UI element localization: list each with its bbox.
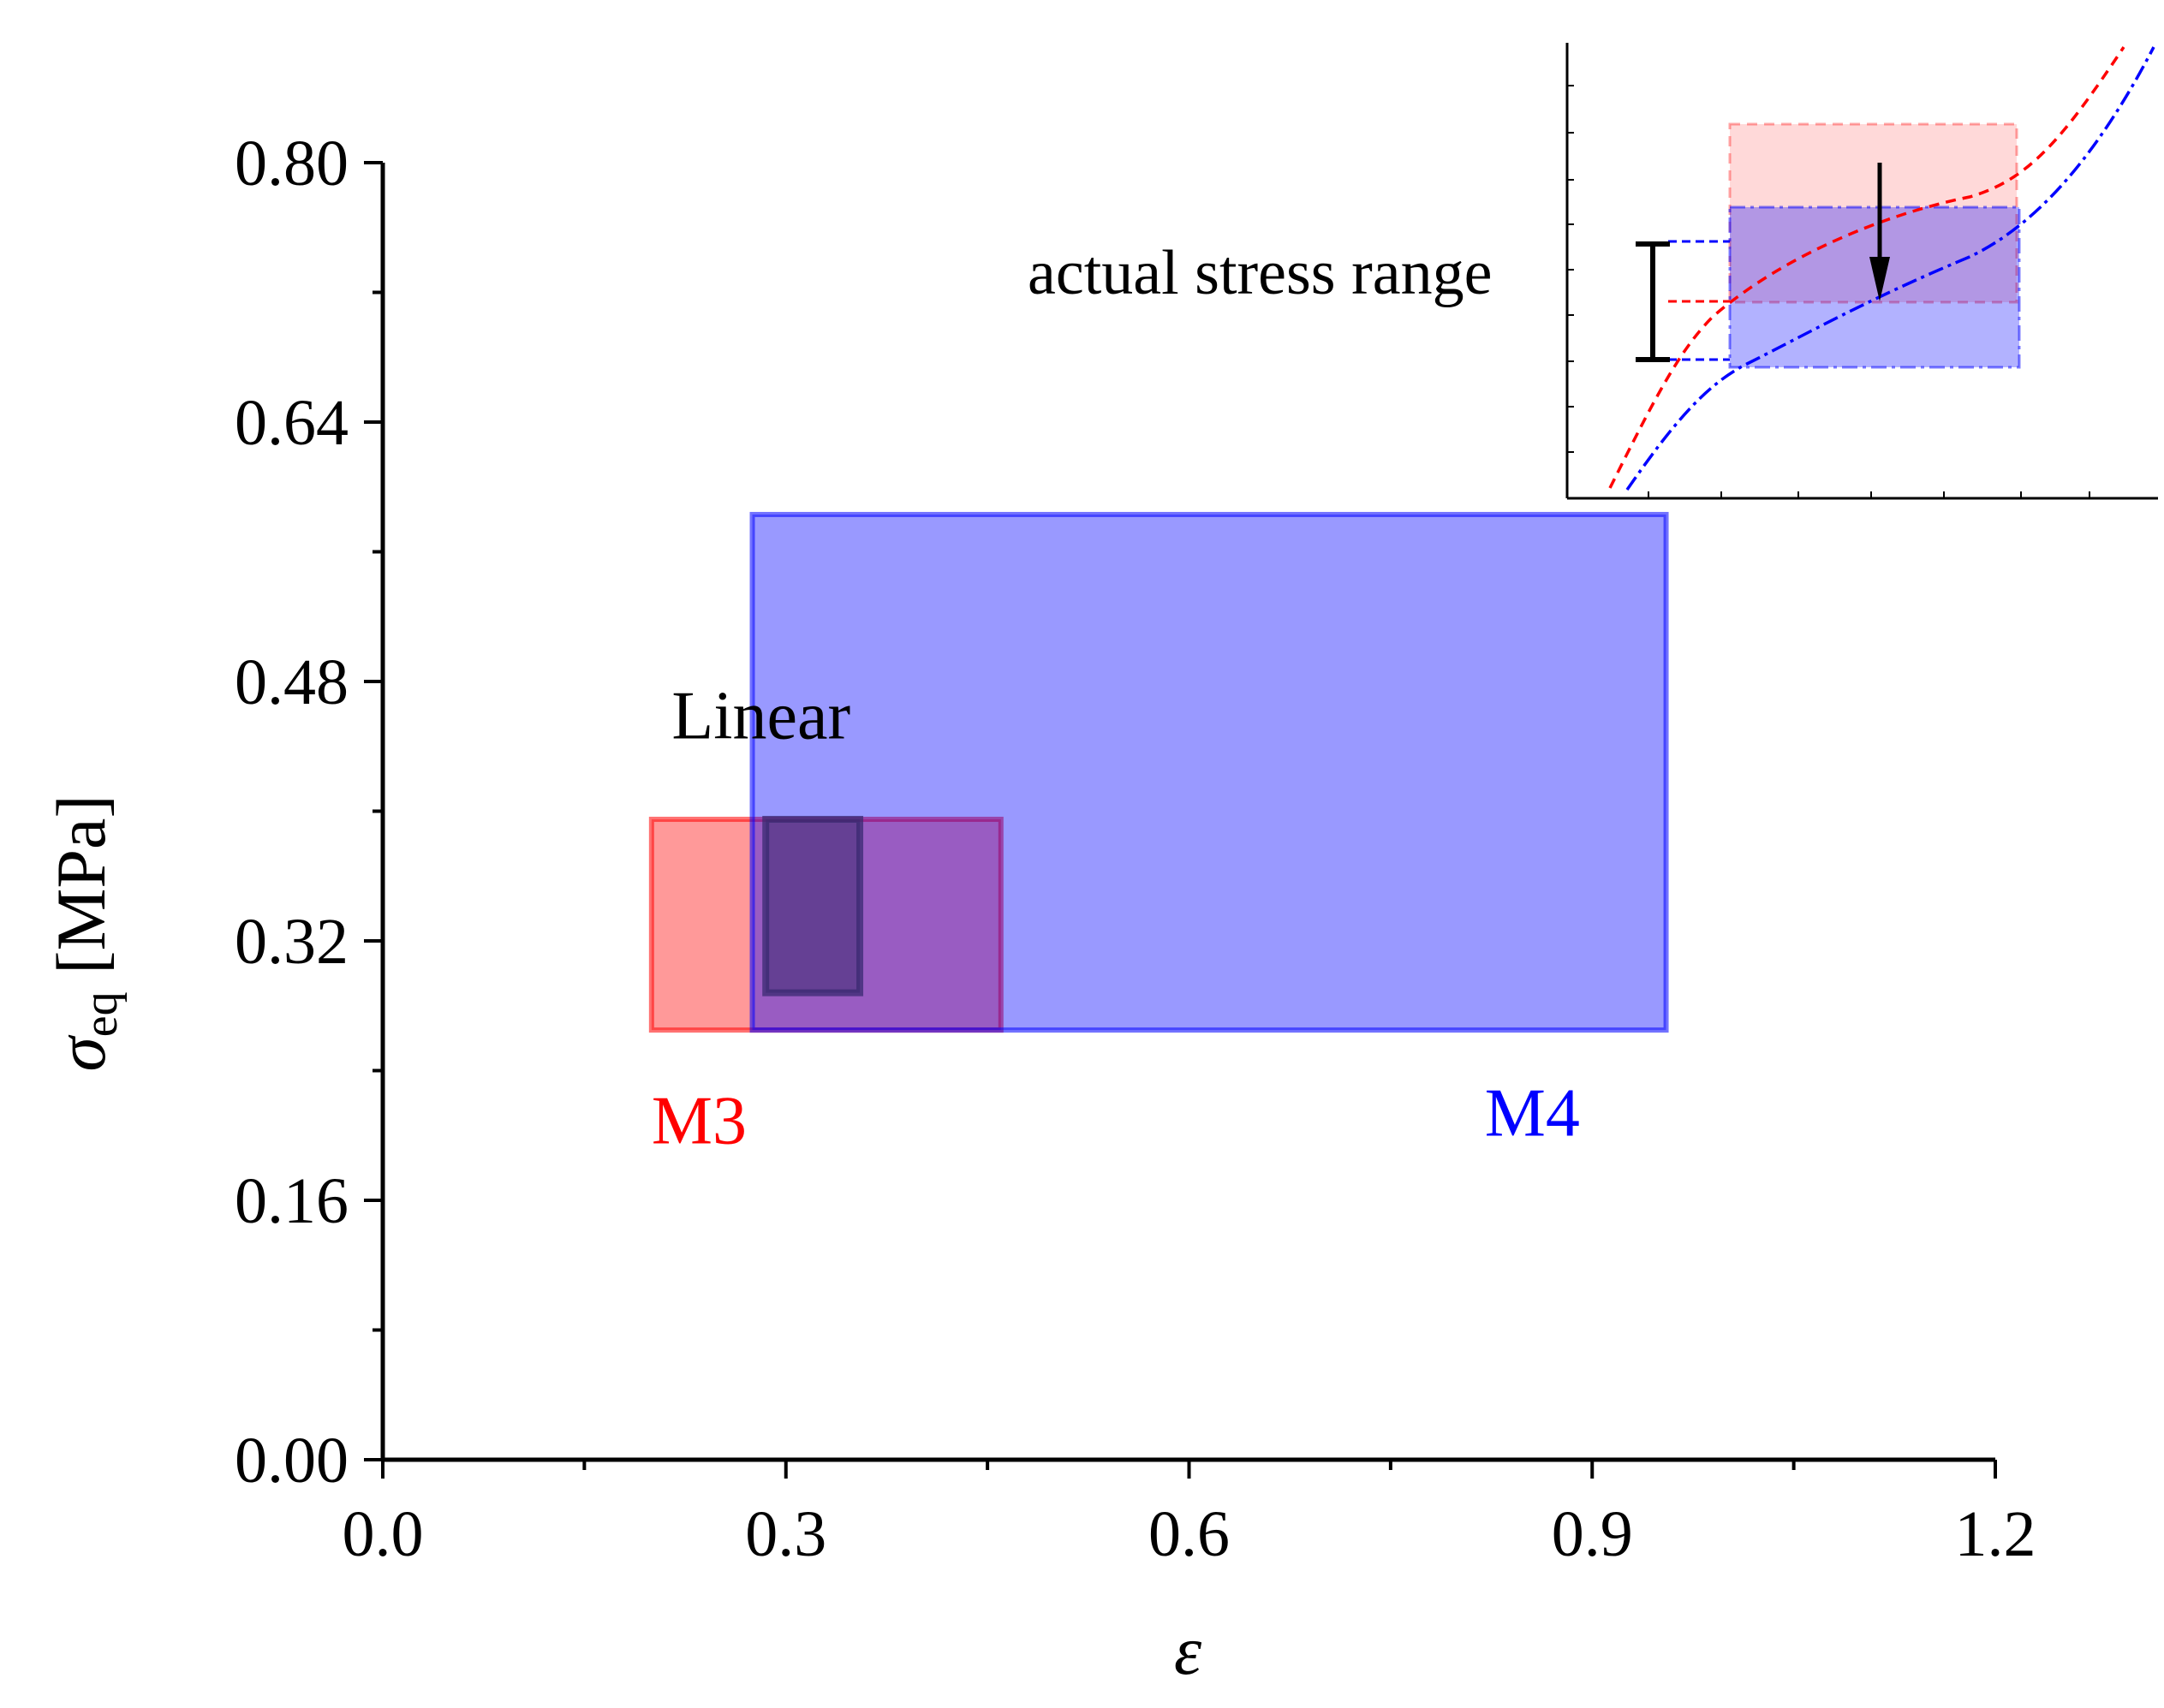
y-tick-labels: 0.00 0.16 0.32 0.48 0.64 0.80 <box>235 128 349 1497</box>
y-tick-label: 0.48 <box>235 646 349 718</box>
regions-layer <box>648 511 1669 1033</box>
y-axis-title: σeq [MPa] <box>42 794 128 1071</box>
y-tick-label: 0.32 <box>235 906 349 978</box>
stress-range-bracket <box>1636 241 1670 362</box>
x-tick-labels: 0.0 0.3 0.6 0.9 1.2 <box>343 1498 2036 1570</box>
y-tick-label: 0.16 <box>235 1165 349 1237</box>
inset-annotation: actual stress range <box>1028 238 1492 308</box>
y-tick-label: 0.64 <box>235 387 349 459</box>
svg-text:σeq [MPa]: σeq [MPa] <box>42 794 128 1071</box>
region-linear <box>762 815 864 997</box>
shift-arrow <box>1869 163 1890 301</box>
x-tick-label: 0.0 <box>343 1498 424 1570</box>
x-tick-label: 0.3 <box>745 1498 826 1570</box>
axes <box>364 161 1997 1479</box>
x-tick-label: 1.2 <box>1955 1498 2036 1570</box>
inset-m4-curve <box>1625 46 2155 491</box>
x-axis-title: ε <box>1174 1611 1202 1689</box>
y-axis-symbol: σ <box>42 1034 120 1072</box>
annotation-m4: M4 <box>1485 1075 1580 1151</box>
y-axis-subscript: eq <box>75 991 128 1037</box>
region-m4 <box>749 511 1669 1033</box>
y-axis-unit: [MPa] <box>42 794 120 991</box>
inset-ticks <box>1567 85 2090 498</box>
x-tick-label: 0.6 <box>1148 1498 1230 1570</box>
inset-m3-curve <box>1608 46 2125 489</box>
y-tick-label: 0.80 <box>235 128 349 199</box>
inset-m4-box <box>1728 205 2021 369</box>
annotation-linear: Linear <box>671 678 850 753</box>
annotation-m3: M3 <box>652 1084 747 1159</box>
x-tick-label: 0.9 <box>1552 1498 1633 1570</box>
y-tick-label: 0.00 <box>235 1425 349 1497</box>
inset: actual stress range <box>1028 43 2158 500</box>
